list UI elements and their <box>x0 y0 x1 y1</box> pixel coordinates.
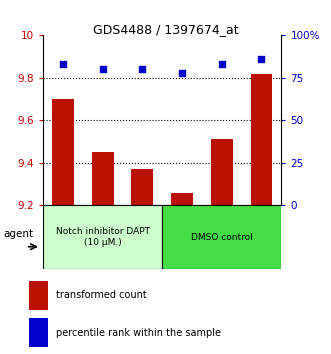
Point <box>140 67 145 72</box>
Text: percentile rank within the sample: percentile rank within the sample <box>56 327 221 338</box>
Text: GSM786182: GSM786182 <box>58 205 68 256</box>
Text: GSM786183: GSM786183 <box>98 205 107 256</box>
Point <box>100 67 105 72</box>
Text: Notch inhibitor DAPT
(10 μM.): Notch inhibitor DAPT (10 μM.) <box>56 228 150 247</box>
Bar <box>29 319 48 347</box>
Point <box>60 62 66 67</box>
Point <box>179 70 185 76</box>
Bar <box>171 193 193 205</box>
Bar <box>29 281 48 309</box>
Text: GSM786187: GSM786187 <box>257 205 266 256</box>
Text: transformed count: transformed count <box>56 290 147 301</box>
Text: DMSO control: DMSO control <box>191 233 253 242</box>
Bar <box>251 74 272 205</box>
Point <box>259 56 264 62</box>
Bar <box>211 139 233 205</box>
Point <box>219 62 224 67</box>
Text: GSM786186: GSM786186 <box>217 205 226 256</box>
Text: GSM786185: GSM786185 <box>177 205 187 256</box>
Bar <box>92 152 114 205</box>
Text: agent: agent <box>3 229 33 239</box>
Bar <box>52 99 74 205</box>
Bar <box>162 205 281 269</box>
Bar <box>131 169 153 205</box>
Text: GSM786184: GSM786184 <box>138 205 147 256</box>
Bar <box>43 205 162 269</box>
Text: GDS4488 / 1397674_at: GDS4488 / 1397674_at <box>93 23 238 36</box>
